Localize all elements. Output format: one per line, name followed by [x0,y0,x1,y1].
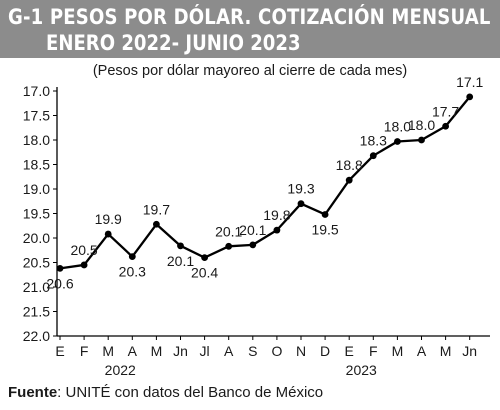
chart-title-line-1: G-1 PESOS POR DÓLAR. COTIZACIÓN MENSUAL [8,5,491,29]
chart-header: G-1 PESOS POR DÓLAR. COTIZACIÓN MENSUAL … [0,0,500,58]
y-tick-label: 18.0 [23,132,50,148]
x-tick-label: M [440,343,452,359]
data-point [128,253,136,261]
data-label: 19.9 [95,211,122,227]
data-label: 18.0 [384,118,411,134]
x-tick-label: A [128,343,138,359]
data-label: 20.3 [119,264,146,280]
x-tick-label: Jn [173,343,188,359]
y-tick-label: 20.5 [23,255,50,271]
y-tick-label: 22.0 [23,328,50,344]
y-tick-label: 21.0 [23,279,50,295]
x-tick-label: F [80,343,89,359]
data-label: 19.3 [287,181,314,197]
y-tick-label: 17.0 [23,83,50,99]
data-point [177,242,184,250]
x-tick-label: D [320,343,330,359]
x-tick-label: A [224,343,234,359]
year-label: 2022 [105,362,136,378]
data-point [80,261,88,269]
x-tick-label: Jl [200,343,210,359]
y-tick-label: 19.5 [23,206,50,222]
data-label: 18.8 [336,157,363,173]
y-tick-label: 18.5 [23,157,50,173]
data-point [345,176,353,184]
x-tick-label: M [102,343,114,359]
data-label: 17.1 [456,74,483,90]
data-point [225,242,233,250]
data-label: 18.0 [408,117,435,133]
data-label: 20.5 [70,242,97,258]
x-tick-label: O [271,343,282,359]
series-line [59,96,471,270]
data-point [56,264,64,272]
data-point [466,93,474,101]
data-point [369,152,377,160]
data-label: 20.4 [191,265,218,281]
data-label: 20.1 [167,253,194,269]
y-tick-label: 21.5 [23,304,50,320]
data-point [394,138,401,145]
y-tick-label: 17.5 [23,108,50,124]
data-point [321,211,329,218]
data-point [297,200,305,208]
x-tick-label: E [55,343,64,359]
y-tick-label: 20.0 [23,230,50,246]
year-label: 2023 [346,362,377,378]
y-tick-label: 19.0 [23,181,50,197]
x-tick-label: E [345,343,354,359]
data-label: 19.5 [311,221,338,237]
x-tick-label: M [392,343,404,359]
data-point [273,226,281,234]
x-tick-label: N [296,343,306,359]
source-text: : UNITÉ con datos del Banco de México [57,384,324,401]
data-point [442,122,449,130]
x-tick-label: A [417,343,427,359]
source-label: Fuente [8,384,58,401]
chart-title-line-2: ENERO 2022- JUNIO 2023 [46,31,301,55]
x-tick-label: F [369,343,378,359]
x-tick-label: Jn [462,343,477,359]
x-tick-label: S [248,343,257,359]
chart-subtitle: (Pesos por dólar mayoreo al cierre de ca… [92,63,408,79]
data-label: 19.7 [143,201,170,217]
data-point [201,254,209,261]
source-note: Fuente: UNITÉ con datos del Banco de Méx… [8,384,323,401]
data-label: 18.3 [360,133,387,149]
data-point [104,230,112,238]
data-label: 20.6 [46,275,73,291]
x-tick-label: M [151,343,163,359]
data-point [418,136,425,144]
data-label: 19.8 [263,207,290,223]
data-label: 17.7 [432,103,459,119]
data-point [153,220,160,228]
data-point [249,241,257,249]
data-label: 20.1 [239,222,266,238]
data-label: 20.1 [215,223,242,239]
